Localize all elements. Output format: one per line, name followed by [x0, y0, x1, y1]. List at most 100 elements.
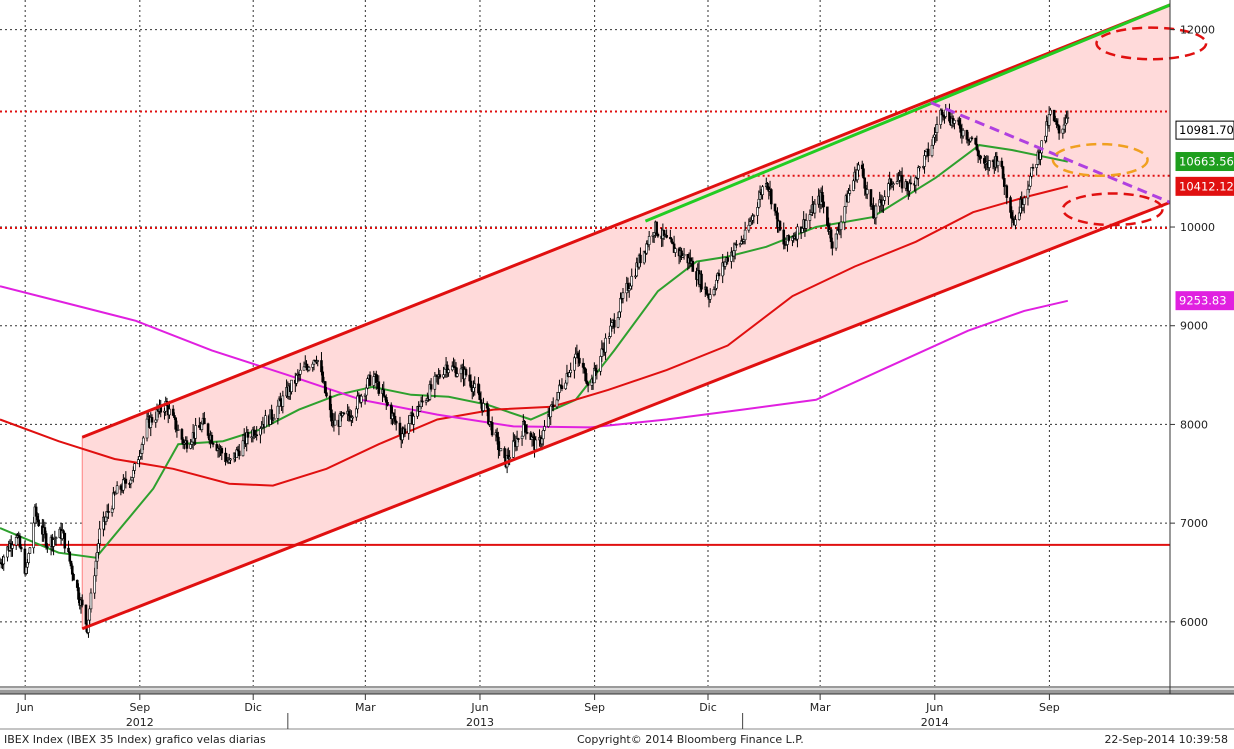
candle-body: [965, 129, 969, 140]
candle-body: [940, 109, 944, 116]
candle-body: [171, 408, 175, 416]
price-tag-label: 10981.70: [1179, 123, 1234, 137]
candle-body: [979, 155, 982, 159]
candle-body: [543, 426, 546, 431]
candle-body: [520, 435, 524, 439]
x-month-label: Mar: [810, 701, 831, 714]
y-axis: 6000 7000 8000 9000 10000 12000: [1170, 24, 1215, 629]
candle-body: [801, 228, 804, 233]
candle-body: [316, 360, 320, 362]
candle-body: [931, 136, 935, 146]
price-tag-box: [1175, 152, 1234, 172]
candle-body: [574, 353, 577, 359]
candle-body: [485, 403, 489, 409]
candle-body: [499, 448, 503, 452]
price-tag-box: [1175, 120, 1234, 140]
candle-body: [104, 516, 108, 522]
candle-body: [89, 592, 93, 610]
candle-body: [403, 428, 407, 434]
candle-body: [551, 404, 555, 408]
candle-body: [122, 479, 125, 491]
footer-copyright: Copyright© 2014 Bloomberg Finance L.P.: [577, 733, 804, 746]
candle-body: [1055, 120, 1058, 125]
x-year-label: 2012: [126, 716, 154, 729]
candle-body: [796, 226, 799, 240]
candle-body: [700, 273, 703, 290]
candle-body: [447, 369, 450, 373]
candle-body: [477, 383, 480, 394]
candle-body: [139, 453, 143, 457]
candle-body: [1040, 140, 1043, 154]
candle-body: [1044, 135, 1047, 142]
candle-body: [612, 319, 616, 328]
candle-body: [407, 423, 410, 434]
candle-body: [829, 229, 833, 243]
candle-body: [72, 573, 75, 581]
candle-body: [281, 395, 285, 407]
candle-body: [497, 436, 500, 451]
candle-body: [834, 233, 838, 249]
y-tick-label: 12000: [1180, 24, 1215, 37]
candle-body: [621, 292, 625, 299]
candle-body: [52, 539, 55, 547]
candle-body: [325, 392, 328, 397]
candle-body: [610, 322, 614, 327]
candle-body: [822, 201, 825, 208]
candle-body: [782, 229, 786, 245]
candle-body: [883, 196, 886, 201]
candle-body: [323, 381, 327, 394]
candle-body: [311, 363, 315, 368]
candle-body: [77, 587, 80, 600]
candle-body: [540, 438, 544, 445]
candle-body: [342, 412, 346, 415]
candle-body: [2, 556, 6, 565]
candle-body: [110, 508, 114, 513]
candle-body: [246, 432, 250, 438]
candle-body: [848, 190, 852, 194]
resistance-trendline: [930, 101, 1171, 204]
candle-body: [662, 229, 666, 236]
x-year-label: 2014: [921, 716, 949, 729]
candle-body: [14, 537, 18, 546]
candle-body: [478, 392, 482, 400]
candle-body: [412, 415, 415, 425]
candle-body: [368, 374, 372, 386]
candle-body: [670, 238, 673, 243]
candle-body: [36, 515, 39, 521]
candle-body: [255, 434, 258, 437]
candle-body: [1000, 160, 1004, 167]
candle-body: [617, 311, 621, 318]
x-year-label: 2013: [466, 716, 494, 729]
candle-body: [200, 423, 204, 430]
candle-body: [609, 325, 612, 337]
candle-body: [270, 409, 273, 420]
candle-body: [328, 395, 332, 411]
candle-body: [93, 575, 96, 594]
candle-body: [556, 392, 560, 401]
price-tag-box: [1175, 176, 1234, 196]
candle-body: [459, 368, 463, 375]
candle-body: [1039, 152, 1042, 160]
candle-body: [712, 289, 716, 295]
candle-body: [11, 544, 14, 549]
candle-body: [1047, 114, 1051, 126]
candle-body: [189, 444, 192, 449]
candle-body: [594, 367, 597, 372]
candle-body: [652, 232, 656, 236]
candle-body: [1009, 197, 1012, 213]
candle-body: [715, 279, 718, 289]
candle-body: [408, 415, 412, 424]
candle-body: [732, 250, 736, 257]
candle-body: [924, 151, 928, 156]
candle-body: [748, 221, 752, 226]
candle-body: [185, 440, 189, 449]
candle-body: [568, 372, 571, 377]
candle-body: [586, 383, 590, 386]
candle-body: [46, 546, 49, 548]
candle-body: [809, 212, 813, 215]
candle-body: [137, 459, 140, 465]
candle-body: [141, 437, 145, 445]
candle-body: [691, 260, 695, 272]
candle-body: [365, 387, 368, 396]
